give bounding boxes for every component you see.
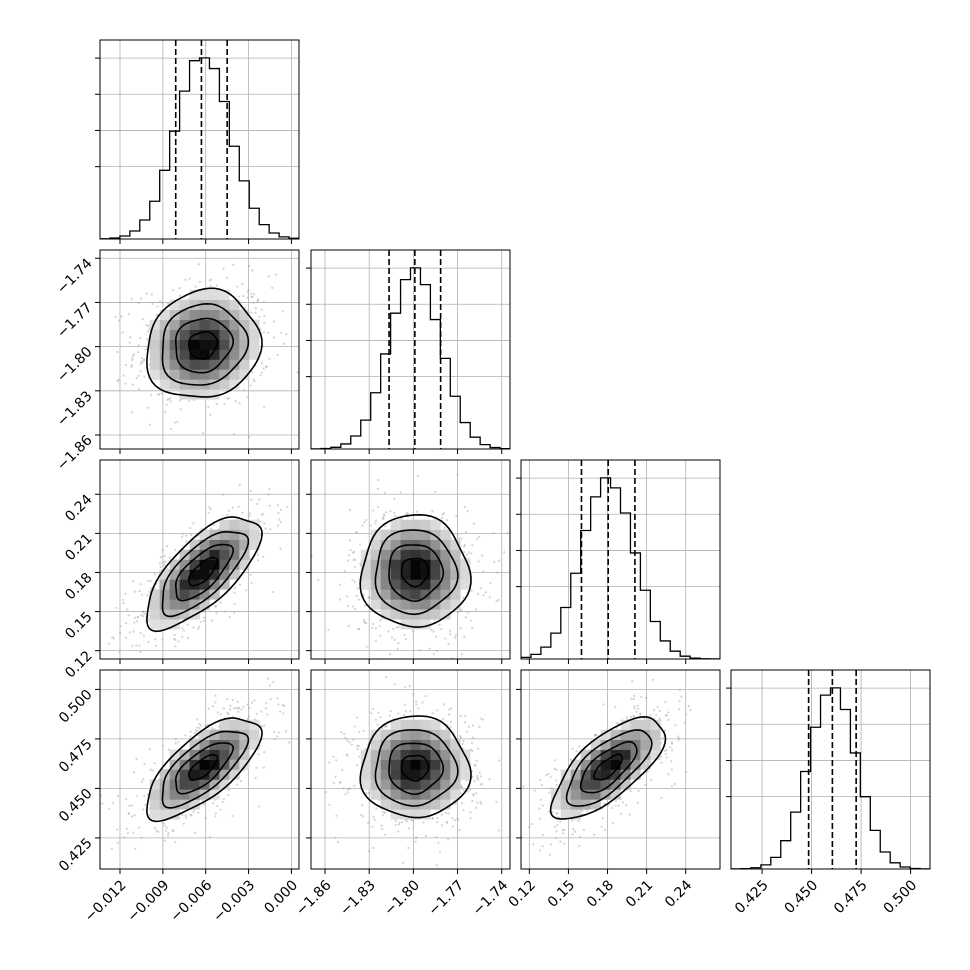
contour-level-2 — [161, 530, 250, 618]
panel-2-1 — [306, 459, 511, 664]
density-cells — [149, 289, 260, 400]
panel-frame — [520, 669, 721, 870]
histogram-3 — [731, 687, 930, 869]
contour-level-2 — [161, 302, 250, 386]
panel-frame — [99, 249, 300, 450]
grid — [731, 670, 930, 869]
contour-level-2 — [565, 729, 653, 807]
histogram-2 — [521, 477, 720, 659]
contour-level-0 — [188, 753, 219, 782]
contour-level-3 — [359, 513, 472, 628]
contour-level-1 — [388, 742, 445, 796]
contours — [146, 287, 263, 398]
panel-2-2 — [516, 459, 721, 664]
panel-3-2 — [516, 669, 721, 874]
contour-level-3 — [359, 715, 472, 819]
contours — [146, 516, 263, 633]
panel-frame — [310, 669, 511, 870]
panel-3-1 — [306, 669, 511, 874]
contour-level-1 — [579, 741, 638, 794]
panel-frame — [730, 669, 931, 870]
panel-3-3 — [726, 669, 931, 874]
panel-frame — [520, 459, 721, 660]
contour-level-2 — [374, 529, 459, 616]
panel-frame — [99, 669, 300, 870]
contour-level-1 — [175, 317, 235, 374]
contour-level-0 — [188, 556, 219, 587]
contour-level-0 — [400, 754, 430, 782]
contours — [359, 715, 472, 819]
panel-0-0 — [95, 39, 300, 244]
contour-level-3 — [146, 717, 263, 823]
panel-frame — [310, 459, 511, 660]
histogram-1 — [311, 267, 510, 449]
panel-1-0 — [95, 249, 300, 454]
contour-level-2 — [374, 729, 459, 807]
density-cells — [360, 719, 471, 820]
contours — [146, 717, 263, 823]
panel-frame — [99, 39, 300, 240]
panel-frame — [310, 249, 511, 450]
grid — [521, 670, 720, 869]
contour-level-1 — [175, 543, 235, 602]
contour-level-2 — [161, 730, 250, 809]
panel-2-0 — [95, 459, 300, 664]
histogram-0 — [100, 57, 299, 239]
contour-level-3 — [549, 715, 667, 820]
panel-1-1 — [306, 249, 511, 454]
contour-level-1 — [388, 544, 445, 603]
contour-level-0 — [593, 753, 623, 781]
contour-level-0 — [188, 331, 219, 361]
contours — [549, 715, 667, 820]
contour-level-0 — [400, 557, 430, 588]
contour-level-3 — [146, 287, 263, 398]
contours — [359, 513, 472, 628]
contour-level-3 — [146, 516, 263, 633]
panel-3-0 — [95, 669, 300, 874]
panel-frame — [99, 459, 300, 660]
contour-level-1 — [175, 742, 235, 795]
density-cells — [149, 719, 260, 820]
